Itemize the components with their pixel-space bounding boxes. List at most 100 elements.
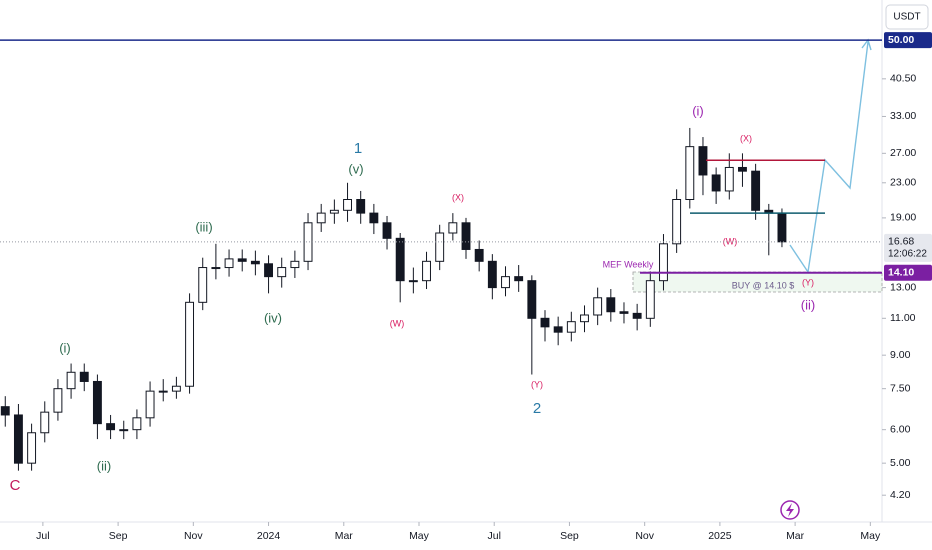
candle-body — [632, 312, 642, 319]
x-tick-label: May — [409, 530, 430, 542]
y-tick-label: 40.50 — [890, 73, 916, 85]
candle-body — [171, 385, 181, 392]
x-tick-label: May — [860, 530, 881, 542]
candle-body — [343, 199, 352, 211]
y-tick-label: 5.00 — [890, 457, 911, 469]
candle-body — [408, 280, 418, 283]
candle-body — [645, 280, 655, 319]
wave-label: (W) — [390, 318, 405, 328]
candle-body — [738, 166, 747, 172]
y-tick-label: 4.20 — [890, 489, 911, 501]
x-tick-label: Jul — [36, 530, 49, 542]
drawings-back — [632, 271, 883, 293]
y-tick-label: 11.00 — [890, 312, 916, 324]
candle-body — [395, 237, 405, 282]
x-tick-label: 2025 — [708, 530, 732, 542]
candle-body — [250, 260, 260, 265]
wave-label: (ii) — [97, 458, 111, 473]
candle-body — [619, 311, 629, 314]
candle-body — [659, 243, 668, 282]
candle-body — [211, 267, 221, 270]
y-tick-label: 6.00 — [890, 423, 911, 435]
x-tick-label: Sep — [109, 530, 128, 542]
wave-label: (X) — [740, 133, 752, 143]
candle-body — [92, 380, 102, 425]
candle-body — [290, 260, 300, 269]
candle-body — [185, 301, 195, 387]
candle-body — [685, 146, 695, 201]
y-tick-label: 27.00 — [890, 147, 916, 159]
candle-body — [158, 390, 168, 393]
wave-label: (X) — [452, 192, 464, 202]
candle-body — [487, 260, 497, 289]
candle-body — [356, 199, 366, 214]
candle-body — [132, 417, 142, 431]
level-price-tag — [884, 32, 932, 49]
x-tick-label: Sep — [560, 530, 579, 542]
candle-body — [474, 248, 484, 262]
candle-body — [698, 146, 708, 176]
wave-label: (Y) — [802, 277, 814, 287]
x-tick-label: 2024 — [257, 530, 281, 542]
x-tick-label: Nov — [635, 530, 654, 542]
wave-label: MEF Weekly — [603, 259, 654, 269]
candle-body — [264, 263, 273, 278]
candle-body — [711, 174, 721, 192]
currency-box[interactable] — [885, 4, 929, 30]
candle-body — [106, 423, 116, 431]
drawings: C(i)(ii)(iii)(iv)(v)1(W)(X)(Y)2(i)(X)(W)… — [0, 38, 882, 520]
candles — [0, 127, 787, 471]
candle-body — [145, 390, 155, 419]
candle-body — [0, 406, 10, 416]
y-tick-label: 9.00 — [890, 349, 911, 361]
buy-zone — [632, 271, 883, 293]
candle-body — [224, 258, 234, 269]
candle-body — [53, 388, 63, 413]
wave-label: C — [10, 477, 21, 494]
candle-body — [501, 276, 510, 289]
wave-label: (i) — [692, 103, 704, 118]
level-price-tag — [884, 264, 932, 281]
candle-body — [369, 212, 379, 224]
candle-body — [448, 222, 458, 234]
candle-body — [672, 199, 682, 245]
candle-body — [198, 267, 208, 303]
wave-label: 1 — [354, 140, 362, 157]
candle-body — [237, 258, 247, 262]
candle-body — [329, 209, 339, 214]
wave-label: (i) — [59, 340, 71, 355]
y-tick-label: 19.00 — [890, 212, 916, 224]
level-price-label: 14.10 — [888, 266, 914, 278]
candle-body — [777, 212, 787, 243]
wave-label: (v) — [348, 161, 363, 176]
x-tick-label: Mar — [335, 530, 354, 542]
candle-body — [13, 414, 23, 464]
candle-body — [527, 280, 537, 319]
candle-body — [27, 432, 37, 464]
candle-body — [382, 222, 392, 239]
candle-body — [277, 267, 287, 278]
y-tick-label: 33.00 — [890, 110, 916, 122]
candle-body — [303, 222, 313, 262]
wave-label: (Y) — [531, 379, 543, 389]
candle-body — [724, 166, 734, 192]
candle-body — [553, 326, 563, 333]
last-price-label: 16.68 — [888, 236, 914, 248]
candle-body — [40, 411, 50, 434]
x-tick-label: Mar — [786, 530, 805, 542]
candle-body — [461, 222, 471, 250]
wave-label: 2 — [533, 400, 541, 417]
candle-body — [66, 371, 76, 390]
candle-body — [593, 297, 603, 316]
wave-label: BUY @ 14.10 $ — [732, 280, 795, 290]
last-price-tag — [884, 233, 932, 262]
candle-body — [606, 297, 616, 313]
y-tick-label: 23.00 — [890, 177, 916, 189]
wave-label: (iv) — [264, 310, 282, 325]
currency: USDT — [893, 12, 920, 23]
wave-label: (iii) — [195, 219, 212, 234]
wave-label: (ii) — [801, 297, 815, 312]
candle-body — [119, 429, 129, 432]
candle-body — [422, 260, 431, 282]
